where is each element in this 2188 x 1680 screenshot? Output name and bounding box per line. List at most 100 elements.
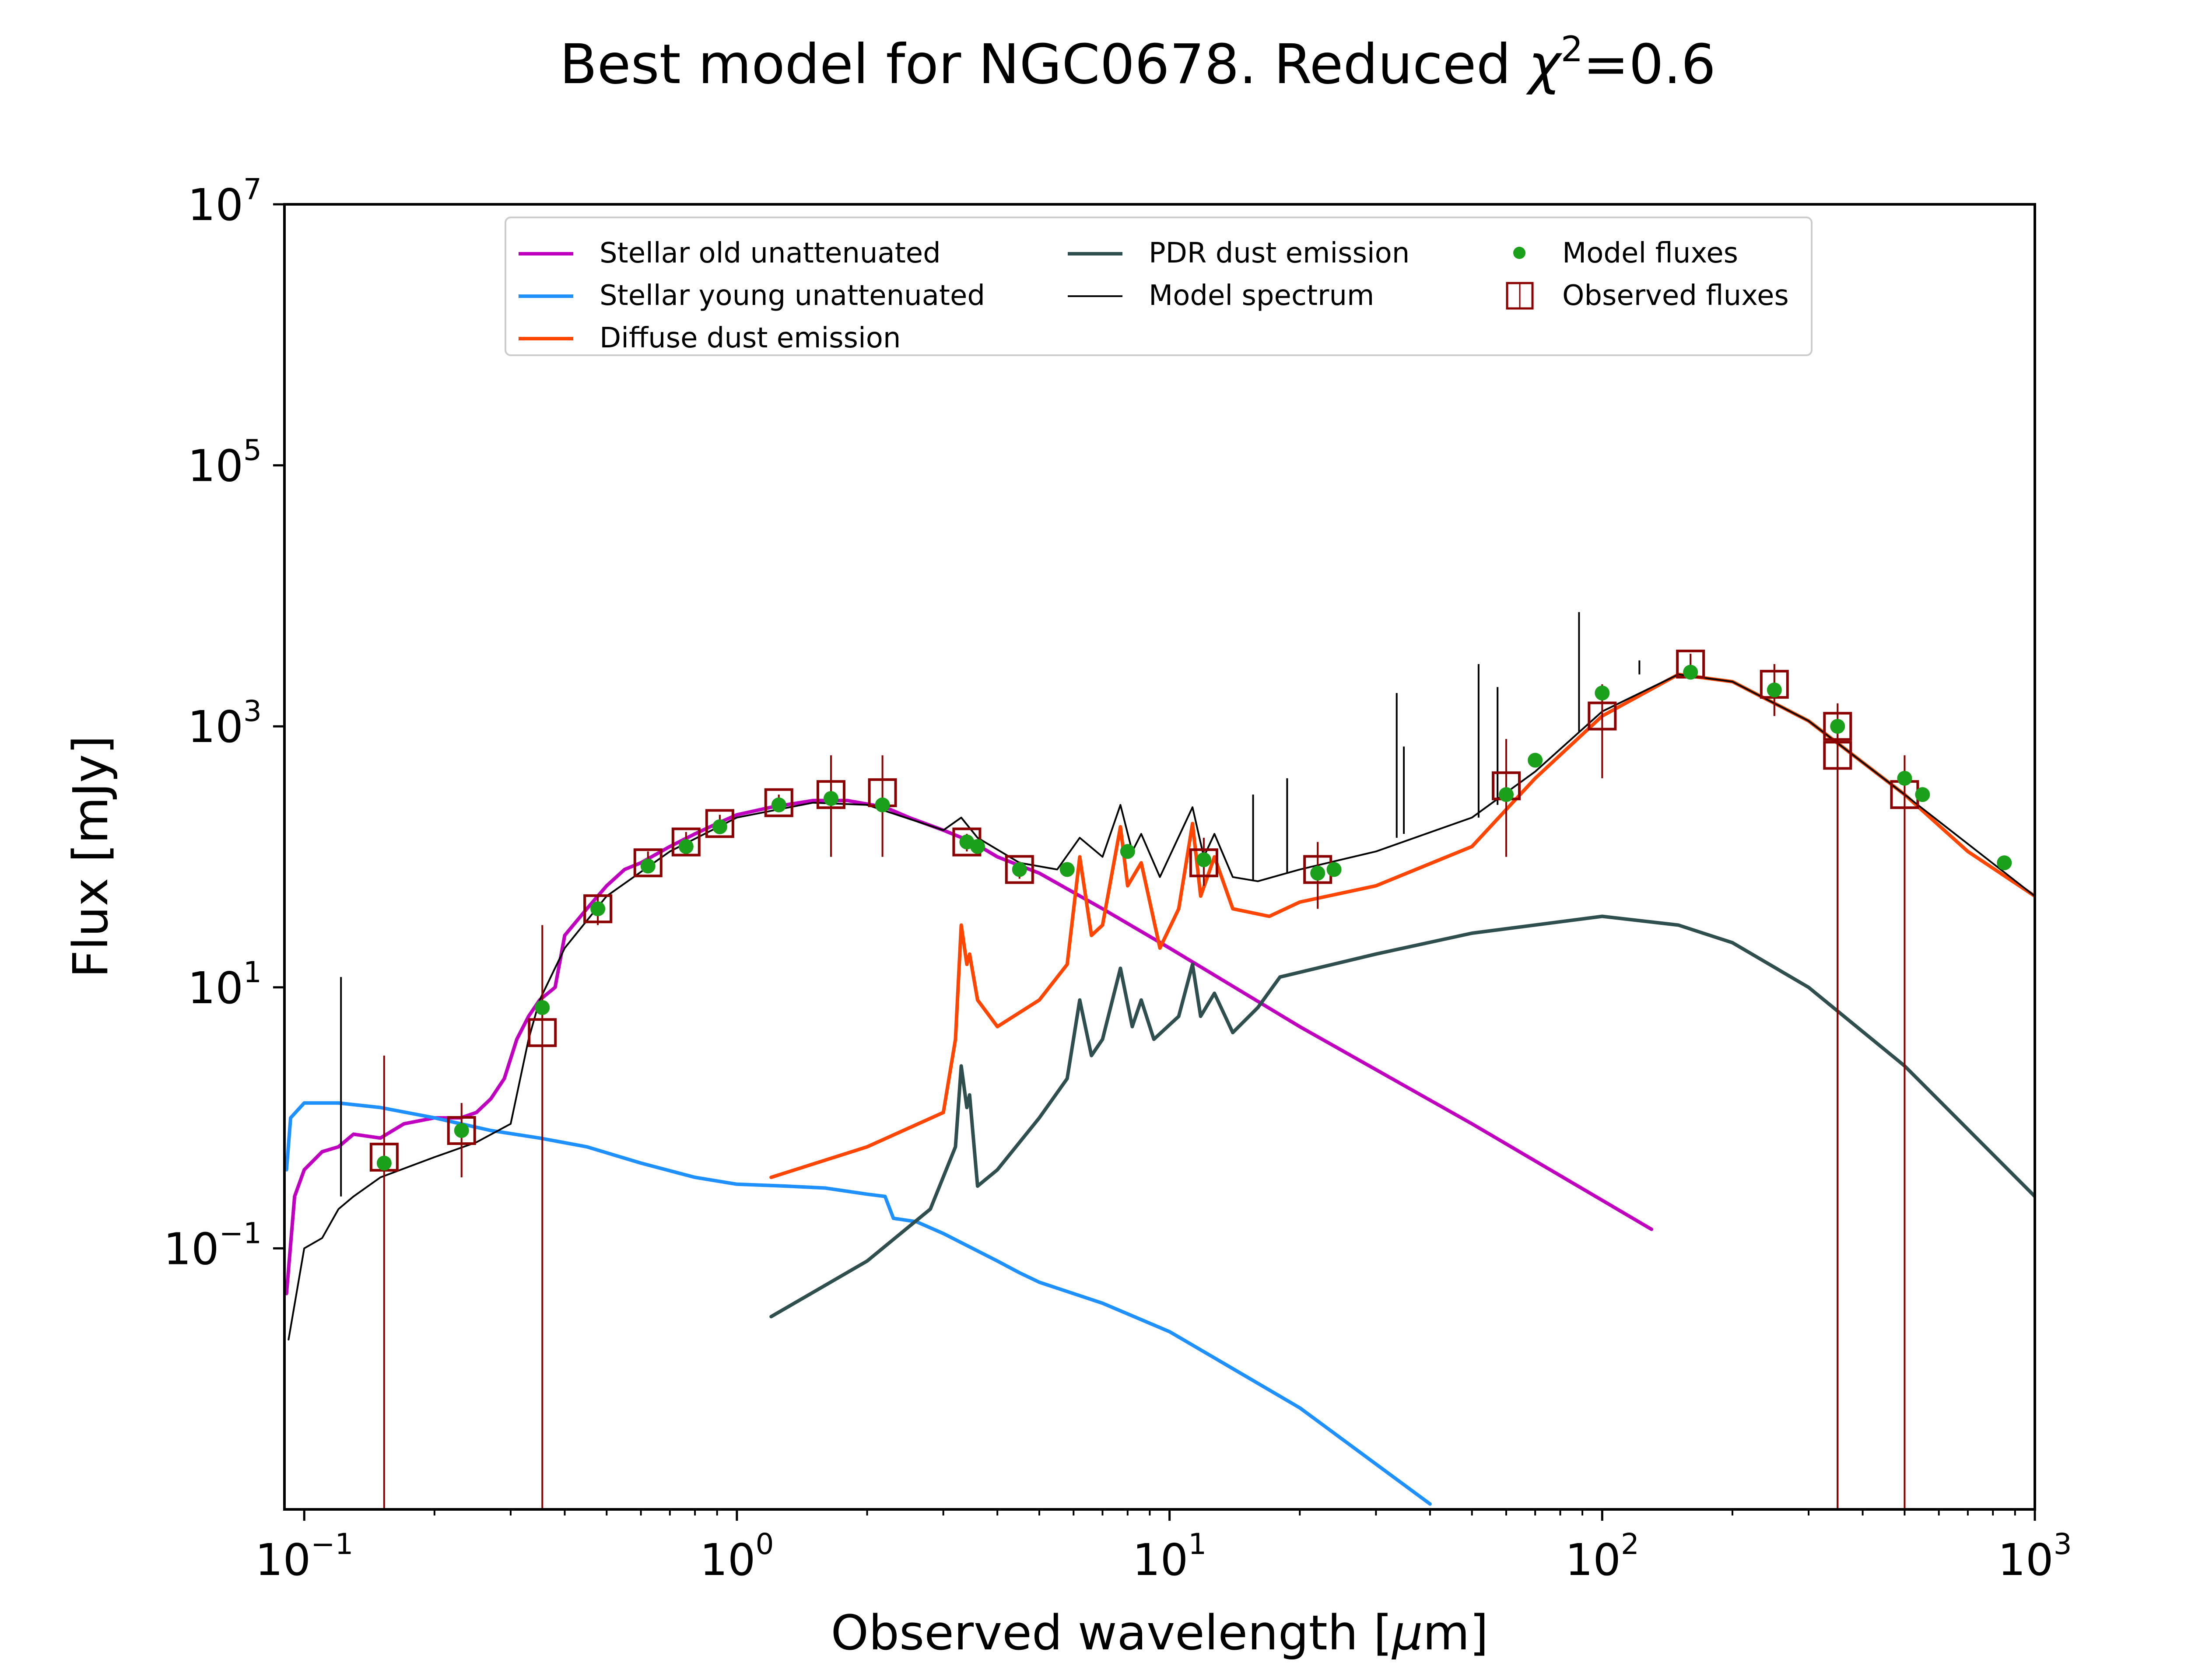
model-flux-point (1767, 682, 1782, 698)
model-flux-point (1683, 665, 1698, 680)
series-layer (284, 612, 2035, 1506)
model-flux-point (1830, 719, 1845, 734)
observed-flux-marker (1189, 848, 1218, 878)
observed-flux-marker (447, 1116, 476, 1145)
x-label-mu: μ (1391, 1605, 1423, 1661)
tick-exponent: 5 (243, 434, 262, 467)
legend-label: Observed fluxes (1562, 280, 1789, 312)
series-pdr-dust-emission (769, 914, 2035, 1319)
observed-flux-marker (1005, 855, 1034, 884)
tick-exponent: 0 (756, 1527, 774, 1561)
series-stellar-young-unattenuated (284, 1101, 1432, 1506)
observed-flux-marker (705, 809, 734, 838)
y-tick-label: 10−1 (163, 1216, 262, 1274)
tick-base: 10 (1998, 1534, 2053, 1586)
model-flux-point (454, 1123, 469, 1138)
model-flux-point (771, 797, 786, 812)
y-tick-label: 107 (188, 172, 262, 231)
legend-entry-stellar-young-unattenuated: Stellar young unattenuated (519, 280, 985, 312)
tick-exponent: 3 (2054, 1527, 2072, 1561)
model-flux-point (535, 1000, 550, 1015)
tick-base: 10 (188, 441, 243, 492)
tick-base: 10 (188, 701, 243, 752)
legend-label: Diffuse dust emission (600, 322, 901, 354)
tick-exponent: 1 (1188, 1527, 1206, 1561)
model-flux-point (1059, 862, 1075, 877)
x-tick-label: 103 (1998, 1527, 2072, 1586)
legend: Stellar old unattenuated Stellar young un… (505, 217, 1813, 356)
model-flux-point (1915, 787, 1930, 802)
title-tail: =0.6 (1583, 33, 1716, 96)
observed-flux-marker (583, 894, 613, 924)
model-flux-point (1897, 770, 1912, 786)
legend-label: Stellar old unattenuated (600, 237, 941, 270)
legend-label: PDR dust emission (1149, 237, 1410, 270)
tick-base: 10 (188, 179, 243, 231)
model-flux-point (1196, 852, 1211, 868)
x-axis-label: Observed wavelength [μm] (831, 1605, 1489, 1661)
model-flux-point (376, 1155, 392, 1171)
model-flux-point (1326, 862, 1342, 877)
model-flux-point (1997, 855, 2012, 871)
y-axis-label: Flux [mJy] (63, 735, 119, 978)
tick-exponent: −1 (311, 1527, 353, 1561)
x-tick-label: 102 (1565, 1527, 1639, 1586)
legend-entry-pdr-dust-emission: PDR dust emission (1068, 237, 1410, 270)
observed-flux-marker (1823, 741, 1852, 770)
legend-label: Model fluxes (1562, 237, 1738, 270)
tick-base: 10 (1133, 1534, 1188, 1586)
model-flux-point (712, 819, 727, 834)
tick-exponent: 3 (243, 694, 262, 728)
y-tick-label: 105 (188, 434, 262, 492)
tick-exponent: 7 (243, 172, 262, 206)
x-tick-label: 10−1 (255, 1527, 354, 1586)
tick-base: 10 (700, 1534, 755, 1586)
legend-entry-diffuse-dust-emission: Diffuse dust emission (519, 322, 901, 354)
chart-title: Best model for NGC0678. Reduced χ2=0.6 (560, 29, 1716, 96)
model-flux-point (970, 839, 985, 854)
model-flux-point (1595, 686, 1610, 701)
tick-base: 10 (188, 962, 243, 1014)
series-stellar-old-unattenuated (284, 798, 1653, 1295)
y-tick-label: 103 (188, 694, 262, 752)
legend-label: Stellar young unattenuated (600, 280, 985, 312)
model-flux-point (678, 839, 694, 854)
plot-frame (283, 203, 2036, 1511)
model-flux-point (875, 797, 890, 812)
legend-entry-stellar-old-unattenuated: Stellar old unattenuated (519, 237, 941, 270)
model-flux-point (823, 791, 838, 806)
legend-swatch (1513, 247, 1525, 259)
y-tick-label: 101 (188, 956, 262, 1014)
tick-exponent: 1 (243, 956, 262, 989)
model-flux-point (1012, 862, 1027, 877)
observed-flux-marker (633, 848, 663, 878)
x-label-pre: Observed wavelength [ (831, 1605, 1392, 1661)
tick-base: 10 (163, 1223, 219, 1274)
observed-flux-marker (1588, 701, 1617, 731)
x-tick-label: 101 (1133, 1527, 1206, 1586)
marker-layer (369, 649, 2012, 1509)
legend-box (505, 217, 1813, 356)
observed-flux-marker (671, 827, 701, 857)
observed-flux-marker (1760, 670, 1789, 699)
tick-exponent: 2 (1621, 1527, 1639, 1561)
observed-flux-marker (528, 1018, 557, 1047)
model-flux-point (640, 858, 656, 874)
model-flux-point (1528, 752, 1543, 768)
x-tick-label: 100 (700, 1527, 774, 1586)
model-flux-point (1310, 865, 1325, 881)
title-superscript: 2 (1561, 29, 1583, 70)
observed-flux-marker (816, 780, 845, 809)
series-model-spectrum (288, 673, 2035, 1340)
observed-flux-marker (764, 788, 793, 817)
title-chi: χ (1526, 33, 1563, 96)
legend-entry-model-spectrum: Model spectrum (1068, 280, 1374, 312)
legend-entry-observed-fluxes: Observed fluxes (1506, 280, 1789, 312)
tick-exponent: −1 (219, 1216, 262, 1250)
model-flux-point (590, 901, 606, 917)
title-main: Best model for NGC0678. Reduced (560, 33, 1529, 96)
tick-base: 10 (255, 1534, 311, 1586)
legend-label: Model spectrum (1149, 280, 1374, 312)
